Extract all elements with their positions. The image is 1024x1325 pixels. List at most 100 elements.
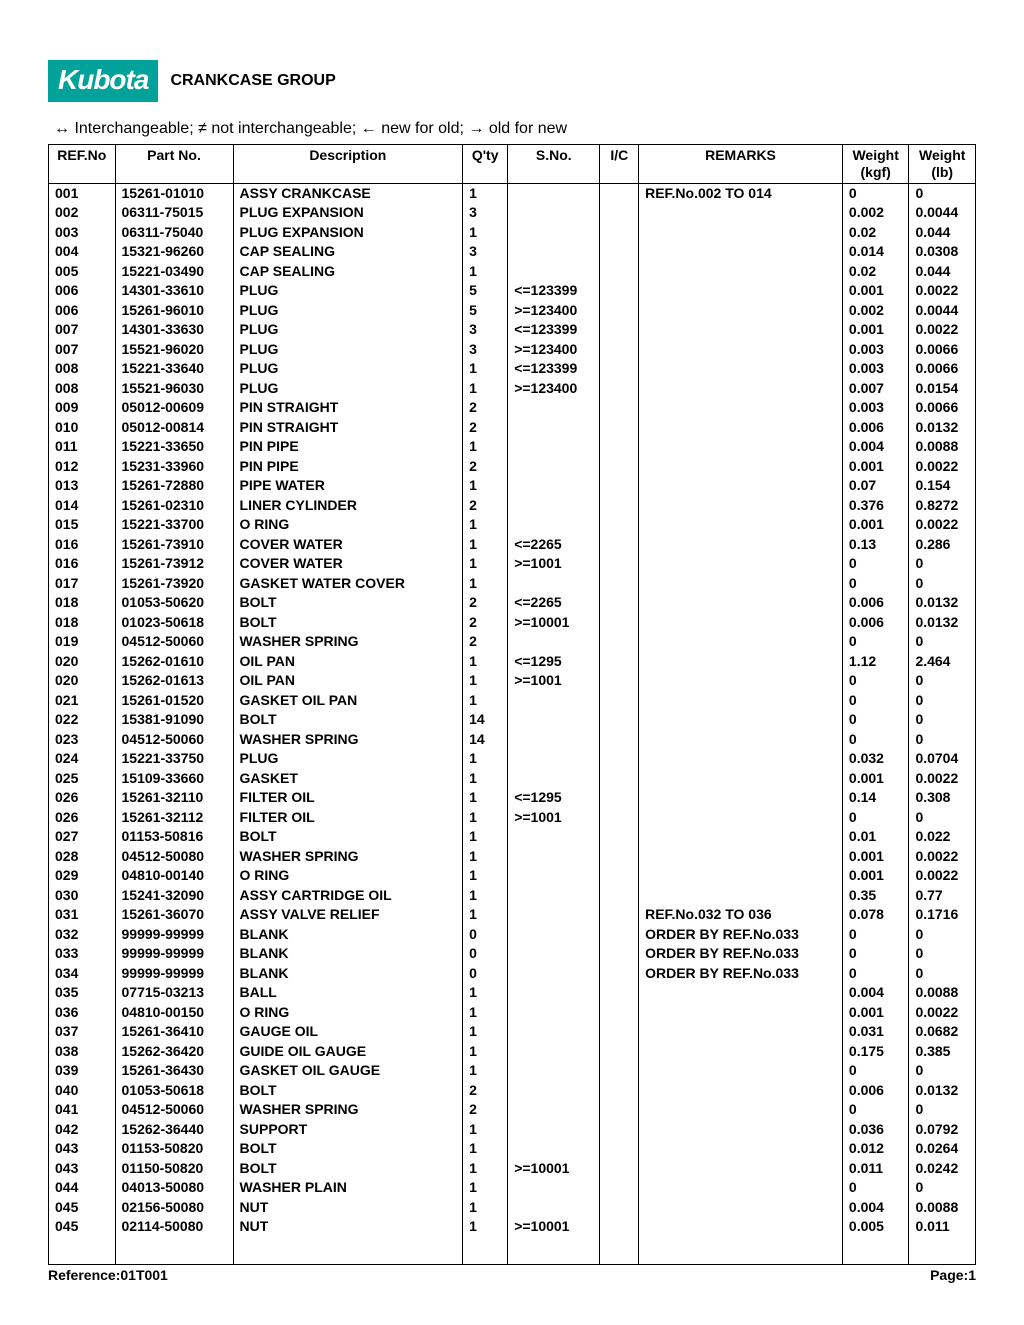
cell-part: 15261-36070 — [115, 905, 233, 925]
cell-wkgf: 0 — [842, 183, 909, 203]
cell-qty: 1 — [463, 1042, 508, 1062]
cell-qty: 1 — [463, 437, 508, 457]
table-row: 02115261-01520GASKET OIL PAN100 — [49, 691, 976, 711]
cell-part: 15521-96020 — [115, 340, 233, 360]
cell-wlb: 0.0132 — [909, 418, 976, 438]
cell-ref: 013 — [49, 476, 116, 496]
cell-rem — [639, 749, 843, 769]
cell-ref: 030 — [49, 886, 116, 906]
cell-wkgf: 0.003 — [842, 340, 909, 360]
cell-wkgf: 0 — [842, 808, 909, 828]
cell-rem — [639, 788, 843, 808]
col-header-sno: S.No. — [508, 145, 600, 184]
col-header-wlb: Weight (lb) — [909, 145, 976, 184]
cell-ref: 008 — [49, 379, 116, 399]
cell-part: 05012-00609 — [115, 398, 233, 418]
cell-sno: >=10001 — [508, 1159, 600, 1179]
cell-part: 15221-33700 — [115, 515, 233, 535]
cell-sno — [508, 457, 600, 477]
cell-qty: 1 — [463, 808, 508, 828]
table-row: 02015262-01610OIL PAN1<=12951.122.464 — [49, 652, 976, 672]
cell-ref: 022 — [49, 710, 116, 730]
cell-ref: 032 — [49, 925, 116, 945]
cell-rem — [639, 418, 843, 438]
cell-wlb: 0 — [909, 632, 976, 652]
cell-ref: 023 — [49, 730, 116, 750]
cell-qty: 1 — [463, 554, 508, 574]
cell-qty: 1 — [463, 379, 508, 399]
cell-desc: PLUG — [233, 340, 463, 360]
table-row: 03715261-36410GAUGE OIL10.0310.0682 — [49, 1022, 976, 1042]
cell-rem — [639, 866, 843, 886]
table-header: REF.No Part No. Description Q'ty S.No. I… — [49, 145, 976, 184]
cell-desc: BOLT — [233, 613, 463, 633]
cell-ref: 018 — [49, 593, 116, 613]
cell-ref: 001 — [49, 183, 116, 203]
cell-wkgf: 0 — [842, 1178, 909, 1198]
cell-qty: 1 — [463, 1139, 508, 1159]
cell-wlb: 0.0792 — [909, 1120, 976, 1140]
cell-ic — [600, 808, 639, 828]
cell-part: 99999-99999 — [115, 925, 233, 945]
cell-wkgf: 0.001 — [842, 281, 909, 301]
cell-ref: 019 — [49, 632, 116, 652]
cell-ic — [600, 1061, 639, 1081]
cell-wlb: 0.385 — [909, 1042, 976, 1062]
table-row: 01415261-02310LINER CYLINDER20.3760.8272 — [49, 496, 976, 516]
cell-desc: BLANK — [233, 964, 463, 984]
cell-sno — [508, 964, 600, 984]
table-row: 02804512-50080WASHER SPRING10.0010.0022 — [49, 847, 976, 867]
cell-sno: <=2265 — [508, 593, 600, 613]
cell-rem: ORDER BY REF.No.033 — [639, 944, 843, 964]
cell-part: 15262-01613 — [115, 671, 233, 691]
cell-ref: 043 — [49, 1139, 116, 1159]
cell-sno — [508, 496, 600, 516]
cell-wlb: 0 — [909, 925, 976, 945]
cell-desc: PIN STRAIGHT — [233, 398, 463, 418]
col-header-wkgf: Weight (kgf) — [842, 145, 909, 184]
cell-part: 04013-50080 — [115, 1178, 233, 1198]
cell-rem — [639, 613, 843, 633]
cell-desc: BALL — [233, 983, 463, 1003]
cell-ic — [600, 398, 639, 418]
cell-wkgf: 0.35 — [842, 886, 909, 906]
cell-part: 15381-91090 — [115, 710, 233, 730]
cell-desc: BOLT — [233, 710, 463, 730]
cell-wkgf: 0.006 — [842, 418, 909, 438]
cell-wlb: 0 — [909, 1061, 976, 1081]
cell-ic — [600, 1003, 639, 1023]
cell-ref: 006 — [49, 301, 116, 321]
cell-rem — [639, 574, 843, 594]
table-row: 03115261-36070ASSY VALVE RELIEF1REF.No.0… — [49, 905, 976, 925]
cell-qty: 1 — [463, 1217, 508, 1264]
table-row: 04404013-50080WASHER PLAIN100 — [49, 1178, 976, 1198]
table-row: 01615261-73912COVER WATER1>=100100 — [49, 554, 976, 574]
cell-ref: 020 — [49, 671, 116, 691]
cell-rem — [639, 379, 843, 399]
cell-wlb: 0 — [909, 710, 976, 730]
cell-part: 04512-50080 — [115, 847, 233, 867]
cell-wlb: 0.0044 — [909, 301, 976, 321]
cell-ref: 026 — [49, 788, 116, 808]
cell-rem — [639, 652, 843, 672]
cell-qty: 1 — [463, 652, 508, 672]
cell-ic — [600, 1042, 639, 1062]
cell-qty: 1 — [463, 1198, 508, 1218]
cell-ic — [600, 964, 639, 984]
cell-sno: <=2265 — [508, 535, 600, 555]
cell-sno — [508, 1081, 600, 1101]
cell-wlb: 0.011 — [909, 1217, 976, 1264]
table-row: 03499999-99999BLANK0ORDER BY REF.No.0330… — [49, 964, 976, 984]
table-row: 02615261-32112FILTER OIL1>=100100 — [49, 808, 976, 828]
cell-ic — [600, 340, 639, 360]
cell-wlb: 0.0044 — [909, 203, 976, 223]
cell-part: 01153-50816 — [115, 827, 233, 847]
cell-qty: 3 — [463, 203, 508, 223]
cell-sno — [508, 905, 600, 925]
cell-part: 04512-50060 — [115, 632, 233, 652]
cell-rem — [639, 262, 843, 282]
cell-wkgf: 0.007 — [842, 379, 909, 399]
cell-sno — [508, 886, 600, 906]
cell-sno — [508, 183, 600, 203]
cell-sno — [508, 847, 600, 867]
